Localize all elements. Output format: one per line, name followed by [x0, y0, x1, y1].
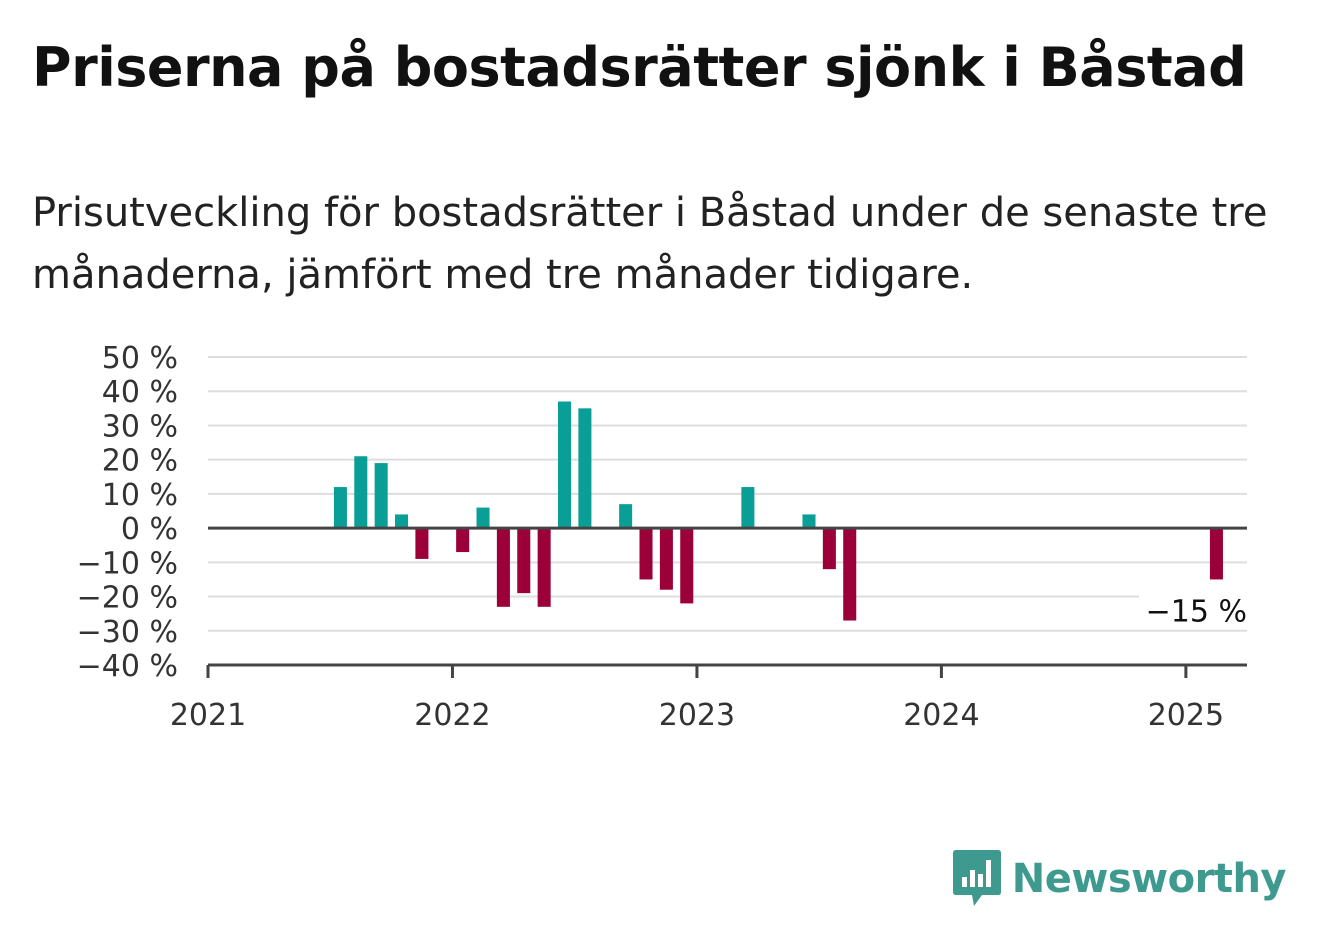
bar — [517, 528, 531, 594]
axes — [206, 526, 1247, 678]
y-tick-label: −20 % — [77, 581, 178, 616]
newsworthy-logo-icon — [952, 850, 1001, 906]
bar-chart: 50 %40 %30 %20 %10 %0 %−10 %−20 %−30 %−4… — [77, 341, 1247, 733]
y-tick-label: 50 % — [102, 341, 178, 376]
bar — [802, 514, 816, 529]
bar — [578, 408, 592, 529]
bar — [558, 401, 572, 529]
newsworthy-brand: Newsworthy — [952, 848, 1287, 910]
y-tick-label: 20 % — [102, 444, 178, 479]
y-tick-label: 40 % — [102, 375, 178, 410]
bar — [843, 528, 857, 621]
annotation-bg — [1139, 591, 1247, 630]
labels: 50 %40 %30 %20 %10 %0 %−10 %−20 %−30 %−4… — [77, 341, 1247, 733]
y-tick-label: 30 % — [102, 409, 178, 444]
chart-subtitle: Prisutveckling för bostadsrätter i Båsta… — [32, 190, 1268, 298]
y-tick-label: −30 % — [77, 615, 178, 650]
bar — [619, 504, 633, 529]
y-tick-label: −10 % — [77, 546, 178, 581]
x-tick-label: 2025 — [1148, 698, 1224, 733]
bar-value-label: −15 % — [1146, 594, 1247, 629]
bar — [680, 528, 694, 604]
y-tick-label: −40 % — [77, 649, 178, 684]
bar — [537, 528, 551, 607]
bars — [333, 401, 1223, 621]
bar — [456, 528, 470, 553]
chart-title: Priserna på bostadsrätter sjönk i Båstad — [32, 36, 1247, 99]
bar — [395, 514, 409, 529]
bar — [659, 528, 673, 590]
brand-name: Newsworthy — [1011, 856, 1287, 902]
bar — [374, 463, 388, 529]
bar — [415, 528, 429, 559]
x-tick-label: 2021 — [170, 698, 246, 733]
bar — [496, 528, 510, 607]
x-tick-label: 2024 — [903, 698, 979, 733]
bar — [822, 528, 836, 570]
bar — [476, 507, 490, 529]
y-tick-label: 0 % — [121, 512, 178, 547]
x-tick-label: 2023 — [659, 698, 735, 733]
bar — [1209, 528, 1223, 580]
bar — [741, 487, 755, 529]
y-tick-label: 10 % — [102, 478, 178, 513]
bar — [354, 456, 368, 529]
bar — [333, 487, 347, 529]
x-tick-label: 2022 — [414, 698, 490, 733]
bar — [639, 528, 653, 580]
